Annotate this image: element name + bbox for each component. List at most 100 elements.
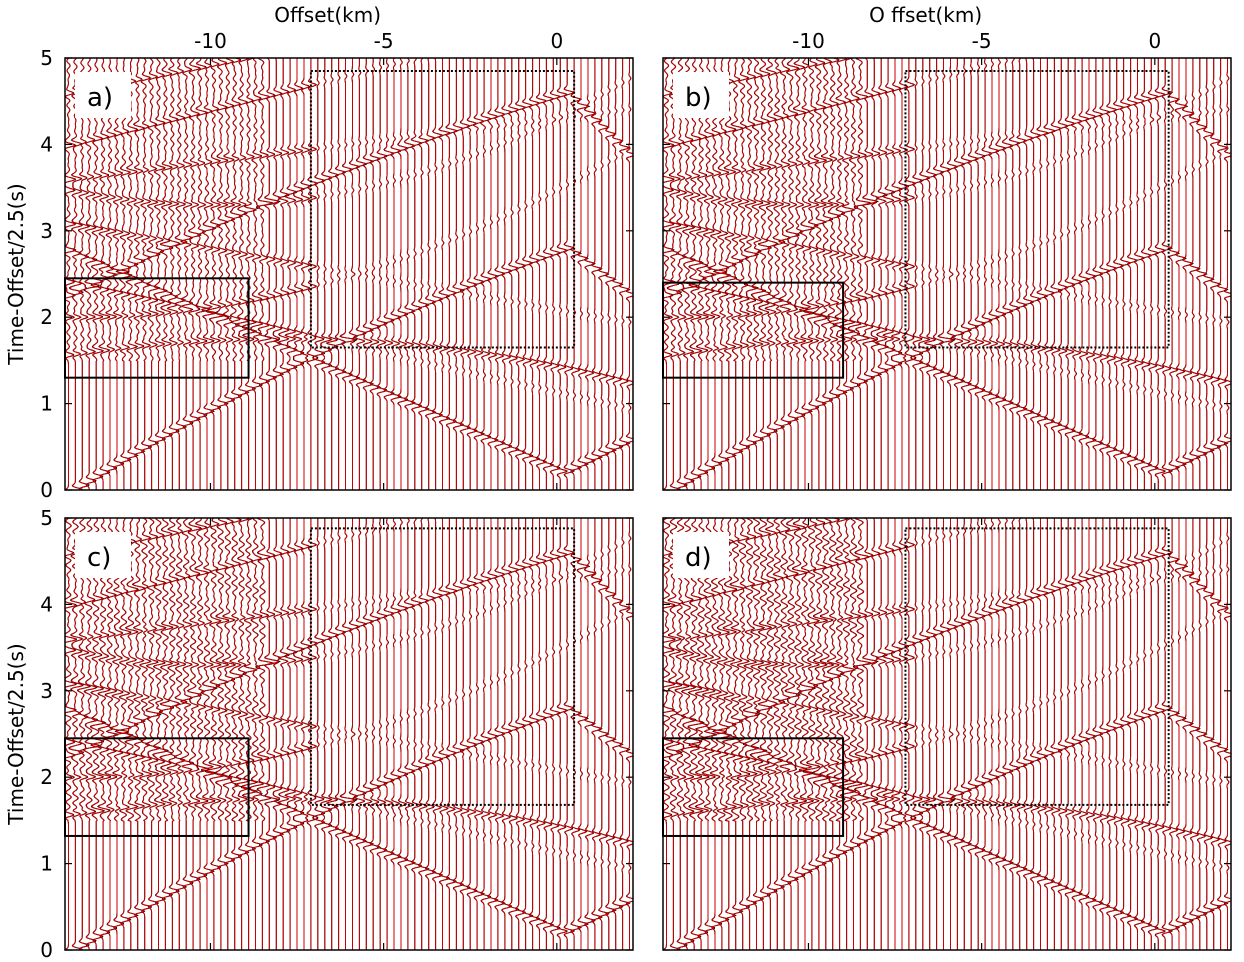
panel-label: c) [87, 543, 111, 573]
trace [70, 58, 82, 490]
trace [571, 58, 580, 490]
trace [78, 518, 89, 950]
trace [439, 518, 449, 950]
trace [662, 58, 673, 490]
trace [1169, 518, 1179, 950]
trace [537, 518, 546, 950]
trace [1065, 58, 1074, 490]
trace [892, 58, 901, 490]
trace [65, 58, 75, 490]
trace [1024, 58, 1033, 490]
trace [384, 518, 393, 950]
panel: b)-10 -5 0O ffset(km) [662, 3, 1235, 490]
trace [1225, 518, 1234, 950]
trace [335, 58, 345, 490]
trace [523, 58, 532, 490]
trace [1135, 58, 1144, 490]
trace [398, 518, 408, 950]
trace [313, 58, 325, 490]
trace [989, 518, 999, 950]
trace [313, 518, 325, 950]
trace [1162, 518, 1172, 950]
trace [919, 58, 928, 490]
trace [871, 518, 881, 950]
trace [412, 58, 421, 490]
trace [79, 58, 90, 490]
trace [883, 518, 895, 950]
trace [1009, 518, 1019, 950]
trace [439, 58, 449, 490]
trace [1114, 518, 1124, 950]
y-tick-label: 4 [40, 592, 53, 616]
trace [321, 518, 332, 950]
trace [426, 518, 436, 950]
trace [565, 58, 574, 490]
trace [891, 58, 902, 490]
trace [975, 58, 985, 490]
trace [968, 518, 978, 950]
trace [354, 58, 366, 490]
trace [1141, 58, 1151, 490]
trace [1169, 58, 1178, 490]
trace [293, 58, 304, 490]
trace [516, 518, 526, 950]
trace [335, 518, 345, 950]
trace [371, 518, 380, 950]
trace [327, 518, 339, 950]
trace [1156, 58, 1165, 490]
trace [251, 58, 262, 490]
trace [787, 58, 798, 490]
trace [301, 58, 310, 490]
trace [1218, 58, 1227, 490]
trace [876, 58, 888, 490]
trace [251, 518, 263, 950]
trace [948, 58, 957, 490]
trace [1107, 58, 1116, 490]
trace [537, 58, 546, 490]
trace [745, 58, 757, 490]
trace [307, 518, 318, 950]
trace [919, 518, 928, 950]
trace [265, 518, 280, 950]
trace [1003, 518, 1012, 950]
trace [307, 58, 318, 490]
trace [613, 58, 622, 490]
trace [1024, 518, 1033, 950]
trace [953, 518, 964, 950]
trace [243, 58, 255, 490]
trace [925, 518, 935, 950]
trace [1017, 58, 1027, 490]
trace [278, 58, 290, 490]
trace [975, 518, 985, 950]
trace [1142, 518, 1151, 950]
trace [884, 518, 895, 950]
trace [1002, 518, 1012, 950]
trace [876, 518, 888, 950]
annotation-box [905, 71, 1168, 347]
trace [1204, 518, 1213, 950]
trace [461, 518, 470, 950]
trace [709, 518, 725, 950]
trace [564, 58, 574, 490]
trace [370, 518, 380, 950]
trace [182, 58, 192, 490]
trace [321, 58, 330, 490]
trace [273, 518, 283, 950]
trace [481, 518, 490, 950]
trace [676, 58, 688, 490]
trace [1121, 58, 1130, 490]
y-tick-label: 0 [40, 478, 53, 502]
trace [154, 58, 165, 490]
trace [1155, 518, 1165, 950]
trace [426, 58, 436, 490]
trace [168, 518, 179, 950]
trace [1121, 518, 1130, 950]
trace [933, 518, 943, 950]
trace [99, 518, 110, 950]
trace [391, 58, 400, 490]
trace [363, 518, 373, 950]
trace [854, 518, 872, 950]
trace [550, 58, 560, 490]
trace [293, 518, 304, 950]
trace [996, 58, 1006, 490]
